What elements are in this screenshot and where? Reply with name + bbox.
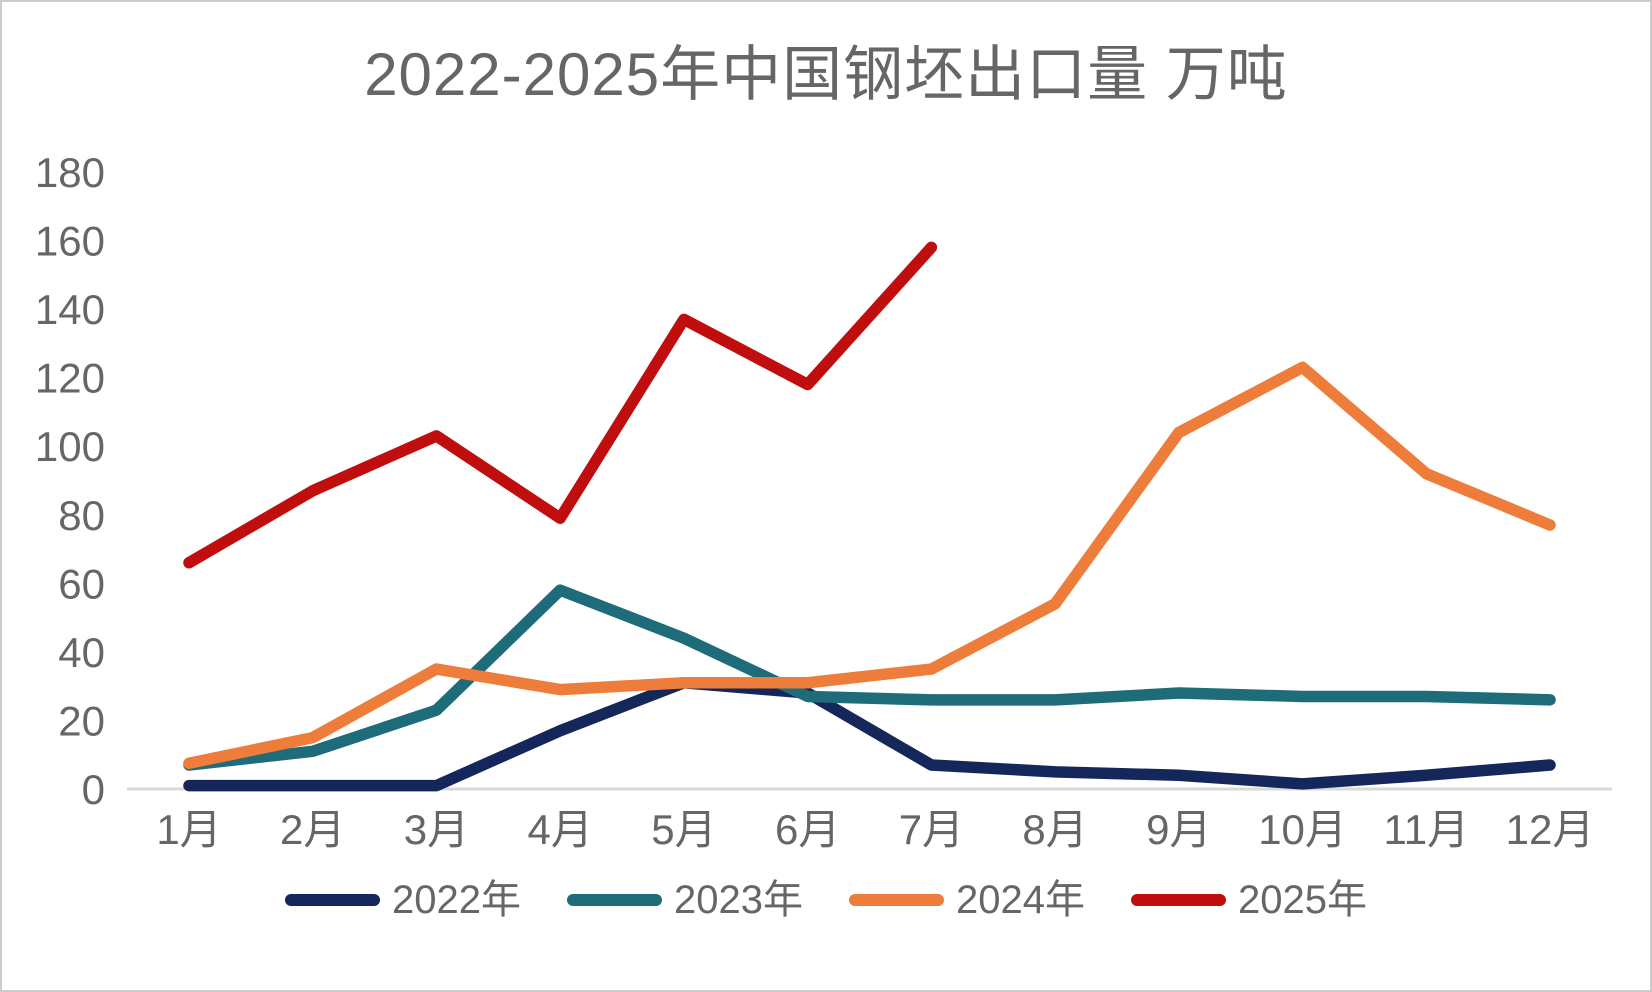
legend-label: 2025年 xyxy=(1237,878,1367,922)
legend-item-2023年: 2023年 xyxy=(567,880,803,920)
chart-title: 2022-2025年中国钢坯出口量 万吨 xyxy=(364,41,1288,108)
x-axis-tick-label: 3月 xyxy=(404,806,469,853)
y-axis-tick-label: 0 xyxy=(82,766,105,813)
legend-swatch xyxy=(1130,894,1226,906)
y-axis-tick-label: 20 xyxy=(58,697,105,744)
series-line-2023年 xyxy=(183,584,1556,771)
series-line-2024年 xyxy=(183,361,1556,770)
y-axis-tick-label: 120 xyxy=(35,355,105,402)
legend-label: 2023年 xyxy=(674,878,803,922)
x-axis-tick-label: 10月 xyxy=(1258,806,1347,853)
x-axis-tick-label: 6月 xyxy=(775,806,840,853)
x-axis-tick-label: 12月 xyxy=(1506,806,1595,853)
x-axis-tick-label: 4月 xyxy=(528,806,593,853)
legend-swatch xyxy=(285,894,381,906)
chart-legend: 2022年 2023年 2024年 2025年 xyxy=(2,880,1650,920)
x-axis-tick-label: 7月 xyxy=(899,806,964,853)
y-axis-tick-label: 100 xyxy=(35,423,105,470)
x-axis-tick-label: 2月 xyxy=(280,806,345,853)
y-axis-tick-label: 160 xyxy=(35,218,105,265)
y-axis-tick-label: 140 xyxy=(35,286,105,333)
y-axis-tick-label: 180 xyxy=(35,149,105,196)
legend-label: 2022年 xyxy=(392,878,522,922)
legend-item-2025年: 2025年 xyxy=(1130,878,1367,922)
legend-swatch xyxy=(849,894,944,906)
series-line-2022年 xyxy=(183,676,1556,792)
legend-item-2022年: 2022年 xyxy=(285,880,521,920)
x-axis-tick-label: 1月 xyxy=(156,806,221,853)
y-axis-tick-label: 40 xyxy=(58,629,105,676)
x-axis-tick-label: 9月 xyxy=(1146,806,1211,853)
x-axis-tick-label: 5月 xyxy=(651,806,716,853)
legend-swatch xyxy=(567,894,663,906)
legend-item-2024年: 2024年 xyxy=(849,880,1085,920)
series-line-2025年 xyxy=(183,241,938,569)
y-axis-tick-label: 60 xyxy=(58,560,105,607)
x-axis-tick-label: 8月 xyxy=(1022,806,1087,853)
y-axis-tick-label: 80 xyxy=(58,492,105,539)
x-axis-tick-label: 11月 xyxy=(1383,806,1469,853)
legend-label: 2024年 xyxy=(956,878,1085,922)
